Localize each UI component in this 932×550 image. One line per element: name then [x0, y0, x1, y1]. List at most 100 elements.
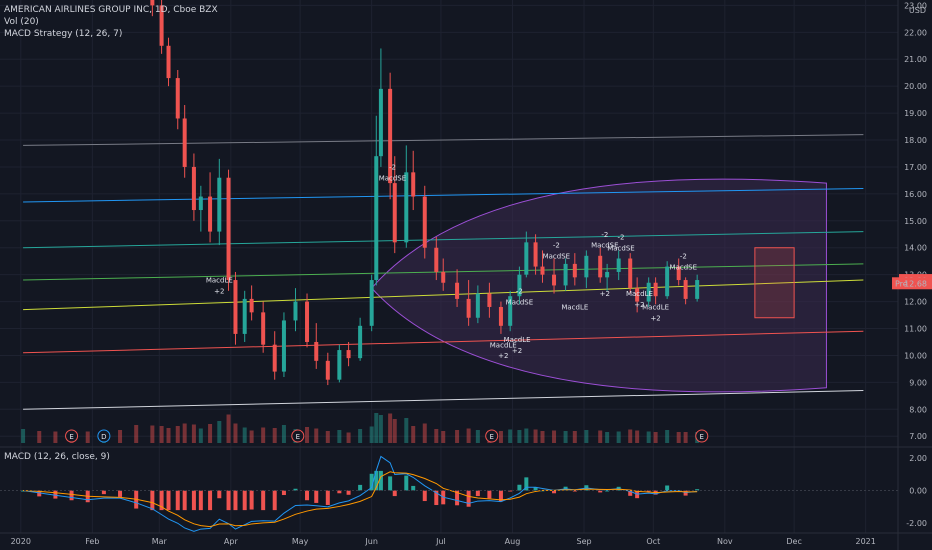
candle-body[interactable] — [379, 89, 383, 156]
volume-bar — [584, 430, 588, 443]
volume-bar — [374, 413, 378, 443]
macd-histogram-bar — [217, 491, 221, 499]
strategy-legend[interactable]: MACD Strategy (12, 26, 7) — [4, 29, 126, 39]
macd-histogram-bar — [192, 491, 196, 511]
macd-histogram-bar — [487, 491, 491, 499]
candle-body[interactable] — [573, 264, 577, 277]
candle-body[interactable] — [540, 267, 544, 275]
candle-body[interactable] — [337, 350, 341, 380]
candle-body[interactable] — [347, 350, 351, 358]
price-tick-label: 15.00 — [904, 217, 927, 226]
volume-legend[interactable]: Vol (20) — [4, 17, 43, 27]
marker-letter: E — [489, 433, 493, 441]
strategy-signal-label: +2 — [650, 314, 660, 322]
candle-body[interactable] — [411, 172, 415, 196]
candle-body[interactable] — [183, 118, 187, 166]
candle-body[interactable] — [524, 242, 528, 274]
price-tick-label: 14.00 — [904, 244, 927, 253]
candle-body[interactable] — [552, 275, 556, 286]
volume-bar — [388, 414, 392, 444]
candle-body[interactable] — [261, 312, 265, 344]
volume-bar — [423, 424, 427, 444]
candle-body[interactable] — [326, 361, 330, 380]
macd-histogram-bar — [183, 491, 187, 511]
candle-body[interactable] — [487, 294, 491, 307]
candle-body[interactable] — [423, 197, 427, 248]
candle-body[interactable] — [314, 342, 318, 361]
macd-histogram-bar — [199, 491, 203, 511]
candle-body[interactable] — [534, 242, 538, 266]
candle-body[interactable] — [476, 294, 480, 318]
volume-bar — [21, 429, 25, 443]
symbol-title: AMERICAN AIRLINES GROUP INC, 1D, Cboe BZ… — [4, 5, 218, 15]
x-tick-label: Dec — [786, 537, 801, 546]
candle-body[interactable] — [393, 183, 397, 242]
strategy-signal-label: +2 — [214, 288, 224, 296]
volume-bar — [654, 432, 658, 443]
macd-histogram-bar — [314, 491, 318, 503]
candle-body[interactable] — [273, 345, 277, 372]
volume-bar — [282, 425, 286, 443]
macd-tick-label: -2.00 — [906, 519, 927, 528]
candle-body[interactable] — [293, 302, 297, 321]
strategy-signal-label: MacdLE — [642, 304, 669, 312]
macd-histogram-bar — [208, 491, 212, 511]
candle-body[interactable] — [605, 272, 609, 277]
volume-bar — [524, 429, 528, 444]
volume-bar — [183, 424, 187, 444]
candle-body[interactable] — [199, 197, 203, 210]
candle-body[interactable] — [455, 283, 459, 299]
candle-body[interactable] — [243, 299, 247, 334]
volume-bar — [250, 431, 254, 444]
strategy-signal-label: -2 — [601, 231, 608, 239]
x-tick-label: Aug — [505, 537, 521, 546]
volume-bar — [411, 426, 415, 443]
candle-body[interactable] — [617, 259, 621, 272]
macd-histogram-bar — [423, 491, 427, 502]
candle-body[interactable] — [404, 172, 408, 242]
price-tick-label: 18.00 — [904, 136, 927, 145]
candle-body[interactable] — [584, 256, 588, 278]
volume-bar — [370, 427, 374, 444]
candle-body[interactable] — [467, 299, 471, 318]
volume-bar — [326, 431, 330, 443]
candle-body[interactable] — [250, 299, 254, 312]
volume-bar — [337, 430, 341, 443]
candle-body[interactable] — [167, 46, 171, 78]
candle-body[interactable] — [217, 178, 221, 232]
candle-body[interactable] — [176, 78, 180, 118]
candle-body[interactable] — [665, 267, 669, 297]
candle-body[interactable] — [598, 256, 602, 278]
volume-bar — [647, 432, 651, 444]
candle-body[interactable] — [684, 280, 688, 299]
candle-body[interactable] — [628, 259, 632, 289]
x-tick-label: Jul — [435, 537, 446, 546]
candle-body[interactable] — [374, 156, 378, 280]
candle-body[interactable] — [208, 197, 212, 232]
candle-body[interactable] — [282, 320, 286, 371]
target-box[interactable] — [755, 248, 794, 318]
candle-body[interactable] — [192, 167, 196, 210]
symbol-legend[interactable]: AMERICAN AIRLINES GROUP INC, 1D, Cboe BZ… — [4, 5, 222, 15]
candle-body[interactable] — [358, 326, 362, 358]
volume-bar — [199, 429, 203, 444]
candle-body[interactable] — [441, 272, 445, 283]
candle-body[interactable] — [654, 283, 658, 296]
macd-histogram-bar — [476, 491, 480, 497]
candle-body[interactable] — [227, 178, 231, 280]
volume-bar — [517, 430, 521, 443]
volume-bar — [176, 426, 180, 443]
candle-body[interactable] — [564, 264, 568, 286]
volume-bar — [314, 429, 318, 444]
candle-body[interactable] — [695, 280, 699, 299]
price-tick-label: 10.00 — [904, 351, 927, 360]
candle-body[interactable] — [233, 280, 237, 334]
candle-body[interactable] — [370, 280, 374, 326]
macd-legend[interactable]: MACD (12, 26, close, 9) — [4, 452, 114, 462]
candle-body[interactable] — [305, 302, 309, 342]
volume-bar — [37, 431, 41, 443]
candle-body[interactable] — [434, 248, 438, 272]
candle-body[interactable] — [499, 307, 503, 326]
strategy-signal-label: MacdLE — [206, 277, 233, 285]
